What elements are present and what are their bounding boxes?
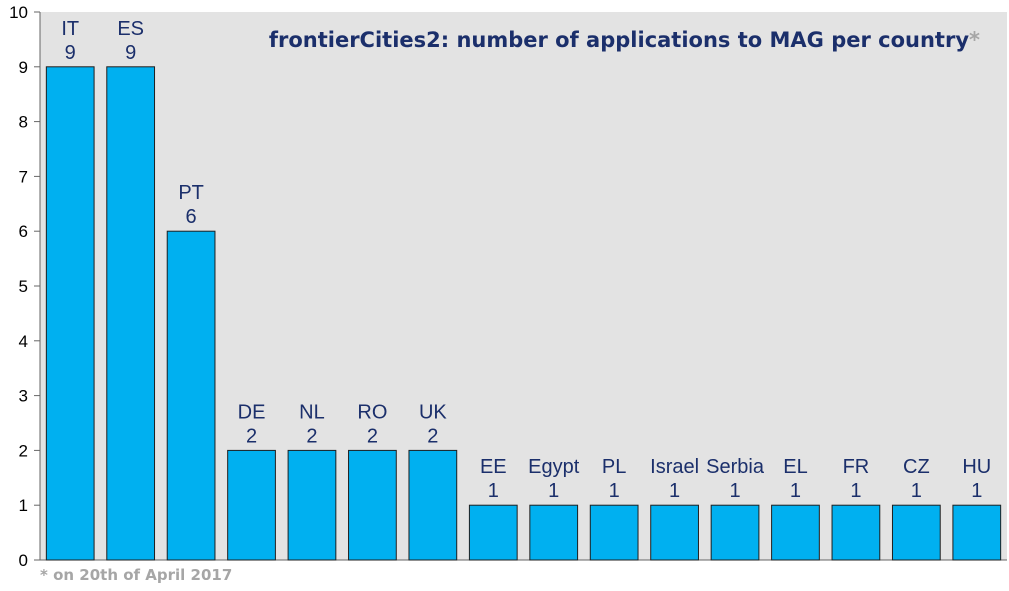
bar bbox=[287, 449, 337, 561]
value-label: 1 bbox=[488, 480, 499, 502]
bar bbox=[529, 504, 579, 561]
value-label: 2 bbox=[427, 425, 438, 447]
value-label: 1 bbox=[850, 480, 861, 502]
category-label: EE bbox=[480, 456, 507, 478]
value-label: 1 bbox=[911, 480, 922, 502]
y-tick-label: 2 bbox=[19, 441, 28, 460]
y-tick-label: 0 bbox=[19, 551, 28, 570]
category-label: DE bbox=[238, 401, 266, 423]
value-label: 1 bbox=[548, 480, 559, 502]
bar bbox=[106, 66, 156, 561]
bar bbox=[348, 449, 397, 561]
y-tick-label: 7 bbox=[19, 167, 28, 186]
bar bbox=[468, 504, 518, 561]
category-label: EL bbox=[783, 456, 807, 478]
bar bbox=[408, 449, 458, 561]
y-tick-label: 4 bbox=[19, 332, 28, 351]
value-label: 1 bbox=[669, 480, 680, 502]
chart-title: frontierCities2: number of applications … bbox=[180, 28, 980, 52]
category-label: Israel bbox=[650, 456, 699, 478]
category-label: Egypt bbox=[528, 456, 580, 478]
bar bbox=[771, 504, 820, 561]
chart-title-text: frontierCities2: number of applications … bbox=[268, 28, 970, 52]
value-label: 9 bbox=[65, 42, 76, 64]
category-label: CZ bbox=[903, 456, 930, 478]
bar bbox=[45, 66, 95, 561]
category-label: IT bbox=[61, 18, 79, 40]
y-tick-label: 5 bbox=[19, 277, 28, 296]
y-tick-label: 10 bbox=[9, 3, 28, 22]
y-tick-label: 6 bbox=[19, 222, 28, 241]
bar bbox=[831, 504, 881, 561]
value-label: 9 bbox=[125, 42, 136, 64]
bar bbox=[952, 504, 1002, 561]
bar bbox=[227, 449, 276, 561]
value-label: 1 bbox=[609, 480, 620, 502]
value-label: 1 bbox=[729, 480, 740, 502]
category-label: RO bbox=[357, 401, 387, 423]
y-tick-label: 1 bbox=[19, 496, 28, 515]
category-label: HU bbox=[962, 456, 991, 478]
category-label: Serbia bbox=[706, 456, 765, 478]
bar bbox=[710, 504, 760, 561]
category-label: ES bbox=[117, 18, 144, 40]
category-label: PT bbox=[178, 182, 204, 204]
bars-group bbox=[45, 66, 1002, 561]
bar bbox=[650, 504, 699, 561]
data-labels-group: IT9ES9PT6DE2NL2RO2UK2EE1Egypt1PL1Israel1… bbox=[61, 18, 991, 502]
category-label: NL bbox=[299, 401, 325, 423]
y-tick-label: 3 bbox=[19, 387, 28, 406]
y-tick-label: 9 bbox=[19, 58, 28, 77]
value-label: 2 bbox=[306, 425, 317, 447]
value-label: 2 bbox=[246, 425, 257, 447]
category-label: FR bbox=[843, 456, 870, 478]
bar bbox=[589, 504, 639, 561]
y-tick-label: 8 bbox=[19, 113, 28, 132]
bar bbox=[166, 230, 216, 561]
value-label: 2 bbox=[367, 425, 378, 447]
footnote: * on 20th of April 2017 bbox=[40, 566, 233, 584]
value-label: 1 bbox=[971, 480, 982, 502]
category-label: UK bbox=[419, 401, 447, 423]
title-asterisk: * bbox=[969, 28, 980, 52]
value-label: 1 bbox=[790, 480, 801, 502]
category-label: PL bbox=[602, 456, 626, 478]
bar bbox=[891, 504, 941, 561]
value-label: 6 bbox=[186, 206, 197, 228]
